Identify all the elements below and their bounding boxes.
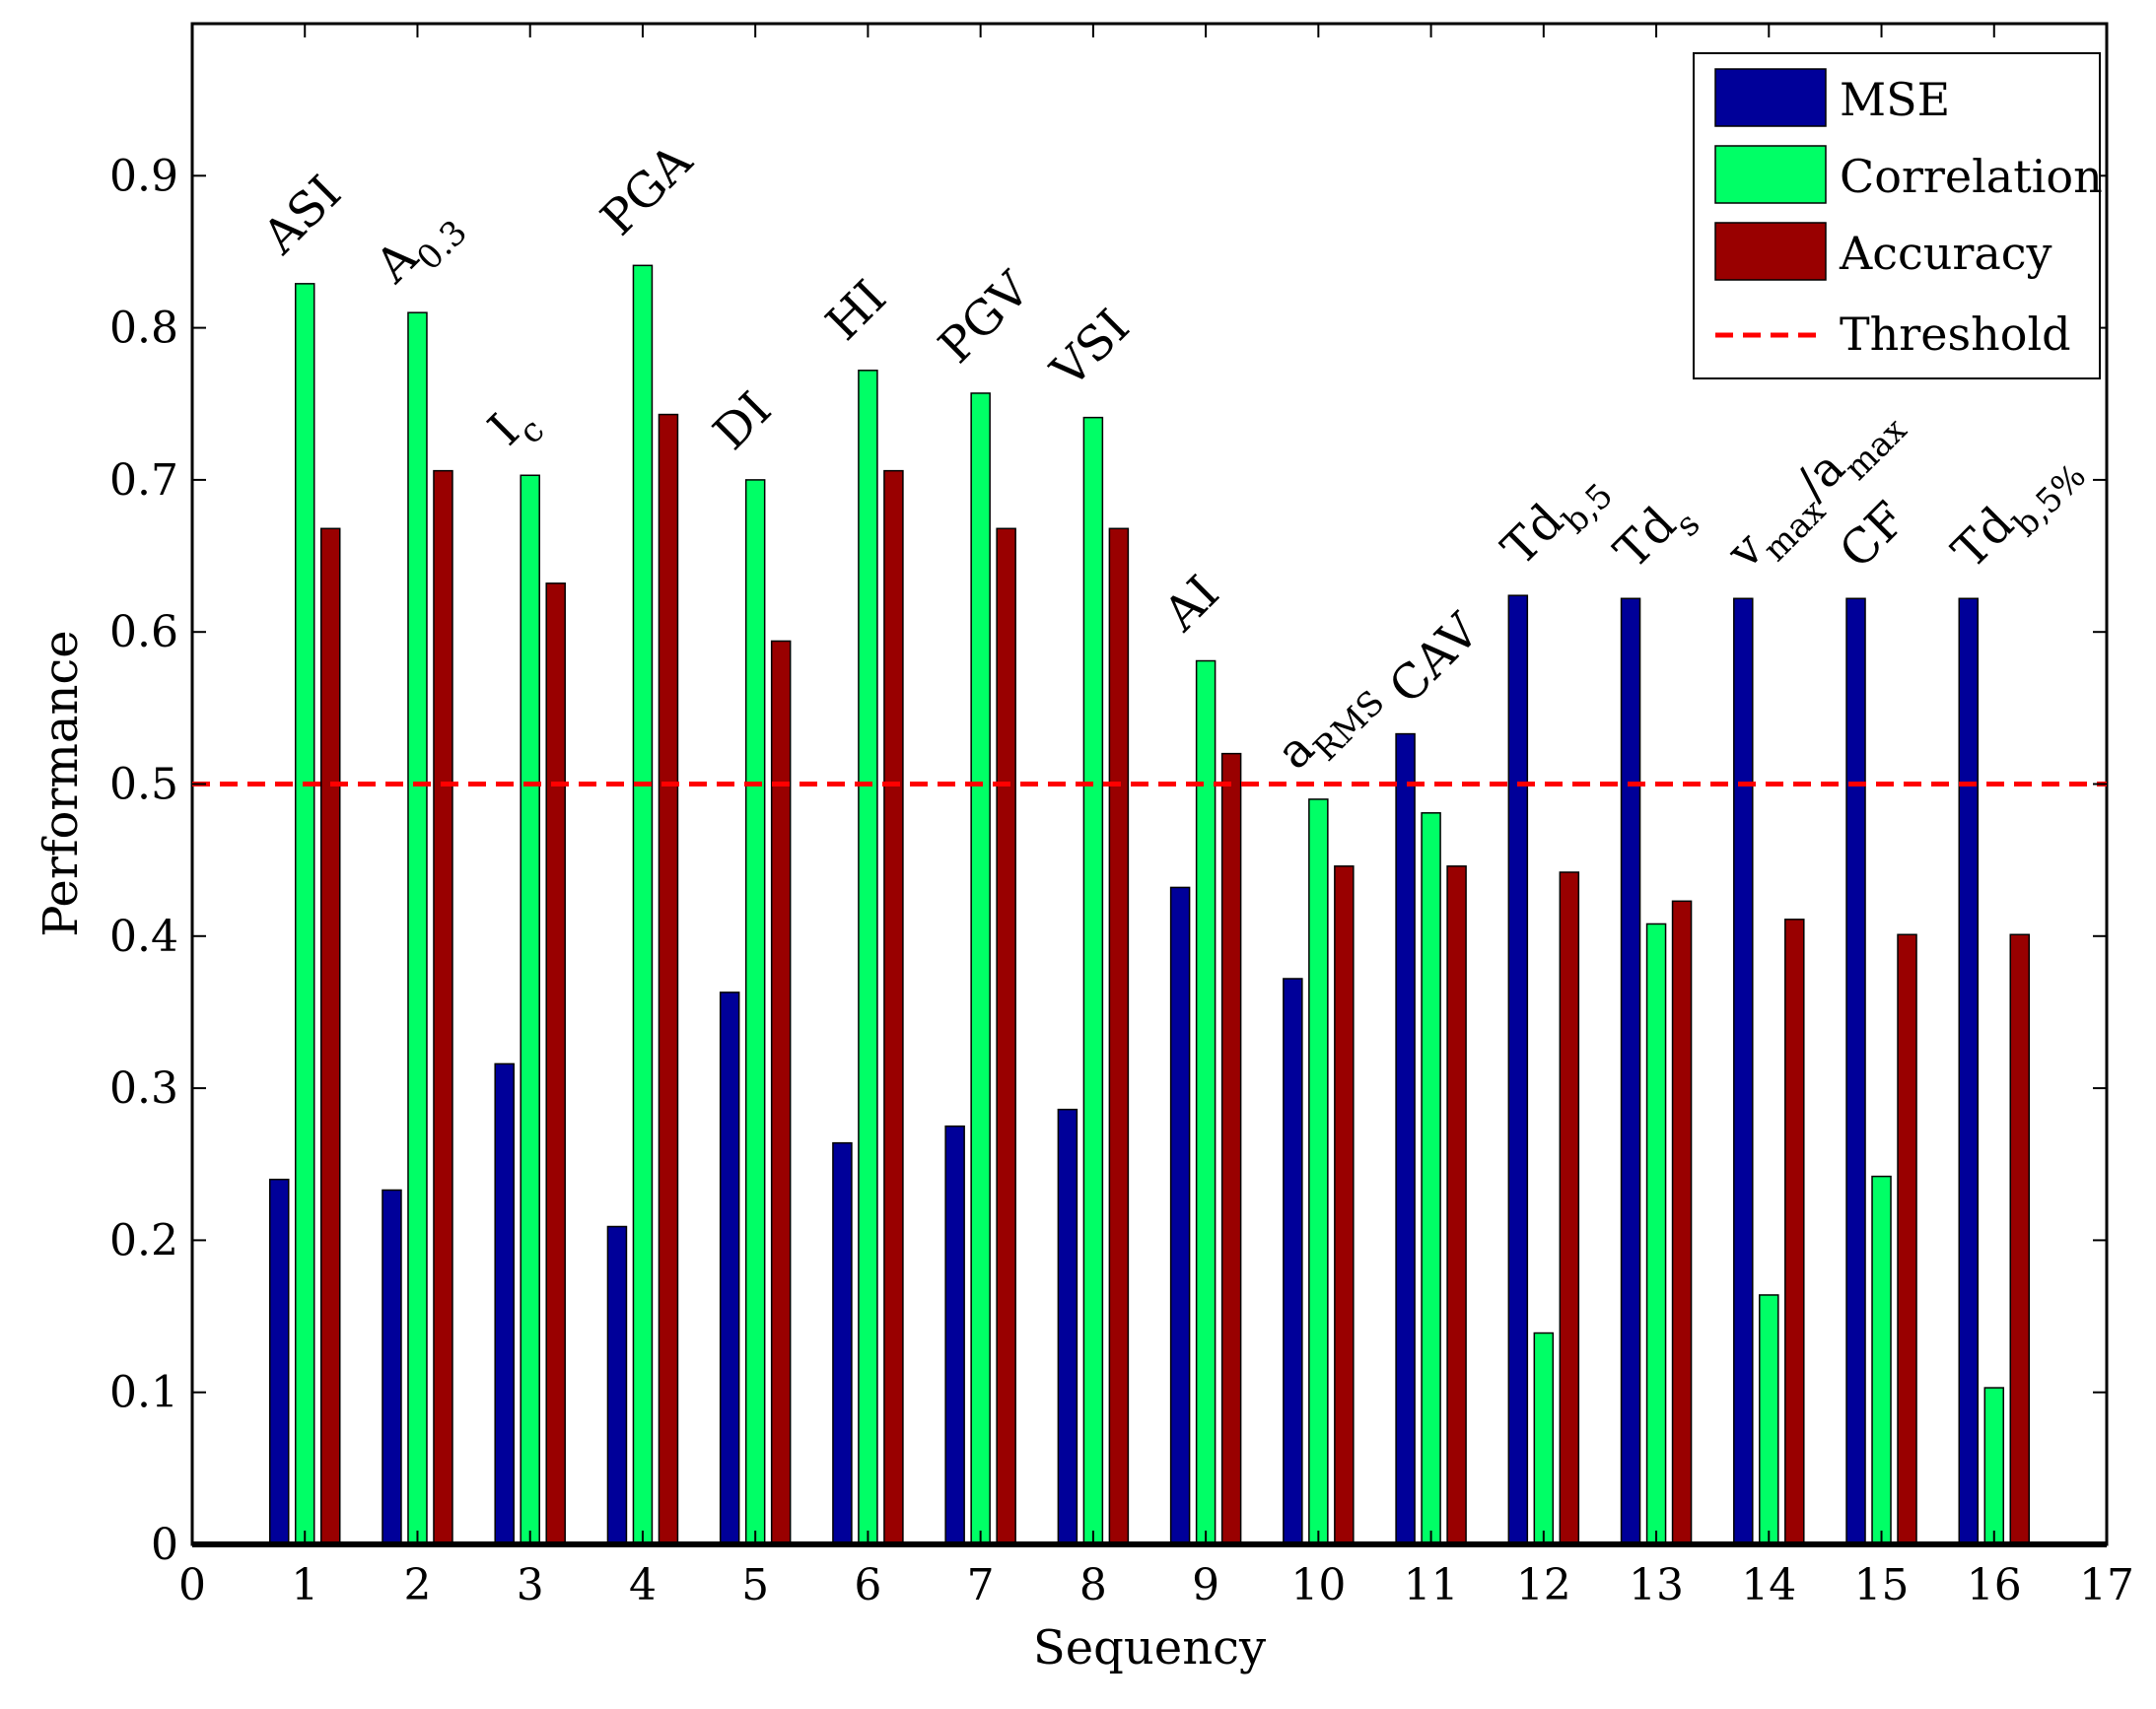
y-tick-label: 0.2 bbox=[109, 1215, 178, 1265]
y-tick-label: 0.1 bbox=[109, 1368, 178, 1418]
legend-label-accuracy: Accuracy bbox=[1839, 227, 2052, 280]
bar-accuracy-13 bbox=[1671, 900, 1693, 1545]
bar-correlation-10 bbox=[1308, 798, 1329, 1545]
bar-accuracy-16 bbox=[2009, 933, 2031, 1545]
bar-accuracy-8 bbox=[1108, 527, 1130, 1545]
bar-mse-15 bbox=[1845, 597, 1866, 1545]
bar-accuracy-4 bbox=[658, 413, 679, 1545]
bar-accuracy-3 bbox=[545, 582, 566, 1545]
y-tick-label: 0.8 bbox=[109, 304, 178, 354]
bar-correlation-3 bbox=[520, 474, 540, 1545]
x-tick-label: 10 bbox=[1290, 1560, 1346, 1610]
x-tick-label: 4 bbox=[629, 1560, 657, 1610]
bar-mse-11 bbox=[1395, 732, 1416, 1545]
bar-correlation-7 bbox=[970, 392, 991, 1545]
x-tick-label: 7 bbox=[967, 1560, 995, 1610]
x-tick-label: 14 bbox=[1741, 1560, 1796, 1610]
x-tick-label: 9 bbox=[1192, 1560, 1219, 1610]
bar-correlation-14 bbox=[1759, 1294, 1779, 1545]
bar-correlation-15 bbox=[1871, 1175, 1892, 1545]
legend: MSE Correlation Accuracy Threshold bbox=[1693, 52, 2103, 379]
bar-mse-12 bbox=[1507, 594, 1529, 1545]
x-tick-label: 1 bbox=[291, 1560, 318, 1610]
bar-mse-10 bbox=[1283, 978, 1303, 1545]
x-tick-label: 2 bbox=[403, 1560, 431, 1610]
y-tick-label: 0.3 bbox=[109, 1063, 178, 1114]
bar-mse-5 bbox=[719, 991, 740, 1545]
bar-accuracy-10 bbox=[1334, 865, 1355, 1545]
bar-correlation-2 bbox=[407, 311, 428, 1545]
bar-correlation-11 bbox=[1421, 812, 1441, 1545]
bar-mse-13 bbox=[1620, 597, 1641, 1545]
bar-correlation-8 bbox=[1082, 416, 1104, 1545]
bar-accuracy-2 bbox=[433, 469, 453, 1545]
y-tick-label: 0.7 bbox=[109, 455, 178, 506]
x-tick-label: 3 bbox=[517, 1560, 544, 1610]
x-tick-label: 5 bbox=[741, 1560, 769, 1610]
bar-mse-14 bbox=[1733, 597, 1754, 1545]
bar-mse-7 bbox=[944, 1125, 965, 1545]
bar-accuracy-1 bbox=[319, 527, 341, 1545]
y-tick-label: 0.9 bbox=[109, 151, 178, 201]
x-tick-label: 11 bbox=[1404, 1560, 1459, 1610]
bar-mse-6 bbox=[832, 1141, 853, 1545]
legend-swatch-correlation bbox=[1714, 145, 1827, 204]
x-tick-label: 8 bbox=[1079, 1560, 1107, 1610]
legend-swatch-mse bbox=[1714, 68, 1827, 127]
bars bbox=[268, 264, 2031, 1545]
x-tick-label: 15 bbox=[1854, 1560, 1910, 1610]
x-axis-label: Sequency bbox=[1033, 1620, 1266, 1675]
bar-correlation-5 bbox=[744, 479, 766, 1545]
bar-mse-4 bbox=[606, 1225, 628, 1545]
x-tick-label: 0 bbox=[178, 1560, 206, 1610]
bar-accuracy-9 bbox=[1220, 752, 1242, 1545]
legend-label-threshold: Threshold bbox=[1840, 308, 2071, 361]
bar-correlation-1 bbox=[294, 283, 315, 1545]
bar-accuracy-6 bbox=[883, 469, 904, 1545]
y-axis: 0 0.1 0.2 0.3 0.4 0.5 0.6 0.7 0.8 0.9 bbox=[109, 151, 2107, 1570]
bar-mse-9 bbox=[1169, 886, 1191, 1545]
legend-label-mse: MSE bbox=[1840, 73, 1950, 126]
y-tick-label: 0.5 bbox=[109, 760, 178, 810]
bar-correlation-16 bbox=[1983, 1387, 2005, 1545]
bar-accuracy-15 bbox=[1897, 933, 1917, 1545]
y-axis-label: Performance bbox=[34, 630, 89, 936]
y-tick-label: 0.4 bbox=[109, 912, 178, 962]
bar-accuracy-11 bbox=[1446, 865, 1467, 1545]
y-tick-label: 0 bbox=[151, 1520, 178, 1570]
bar-correlation-9 bbox=[1195, 659, 1217, 1545]
bar-correlation-13 bbox=[1645, 923, 1667, 1545]
bar-correlation-12 bbox=[1533, 1332, 1555, 1545]
bar-correlation-4 bbox=[632, 264, 654, 1545]
bar-mse-2 bbox=[382, 1189, 402, 1545]
x-axis: 0 1 2 3 4 5 6 7 8 9 10 11 12 13 14 15 16 17 bbox=[178, 24, 2134, 1610]
x-tick-label: 13 bbox=[1629, 1560, 1684, 1610]
x-tick-label: 12 bbox=[1516, 1560, 1571, 1610]
bar-mse-1 bbox=[268, 1178, 290, 1545]
bar-accuracy-12 bbox=[1559, 871, 1580, 1545]
bar-accuracy-5 bbox=[770, 640, 792, 1545]
x-tick-label: 17 bbox=[2079, 1560, 2134, 1610]
bar-correlation-6 bbox=[858, 370, 878, 1545]
legend-swatch-accuracy bbox=[1714, 222, 1827, 281]
bar-accuracy-14 bbox=[1784, 919, 1805, 1545]
bar-mse-16 bbox=[1958, 597, 1980, 1545]
legend-label-correlation: Correlation bbox=[1840, 150, 2103, 203]
y-tick-label: 0.6 bbox=[109, 607, 178, 657]
bar-mse-3 bbox=[494, 1062, 515, 1545]
bar-accuracy-7 bbox=[996, 527, 1016, 1545]
x-tick-label: 16 bbox=[1967, 1560, 2022, 1610]
x-tick-label: 6 bbox=[854, 1560, 881, 1610]
bar-mse-8 bbox=[1057, 1108, 1078, 1545]
